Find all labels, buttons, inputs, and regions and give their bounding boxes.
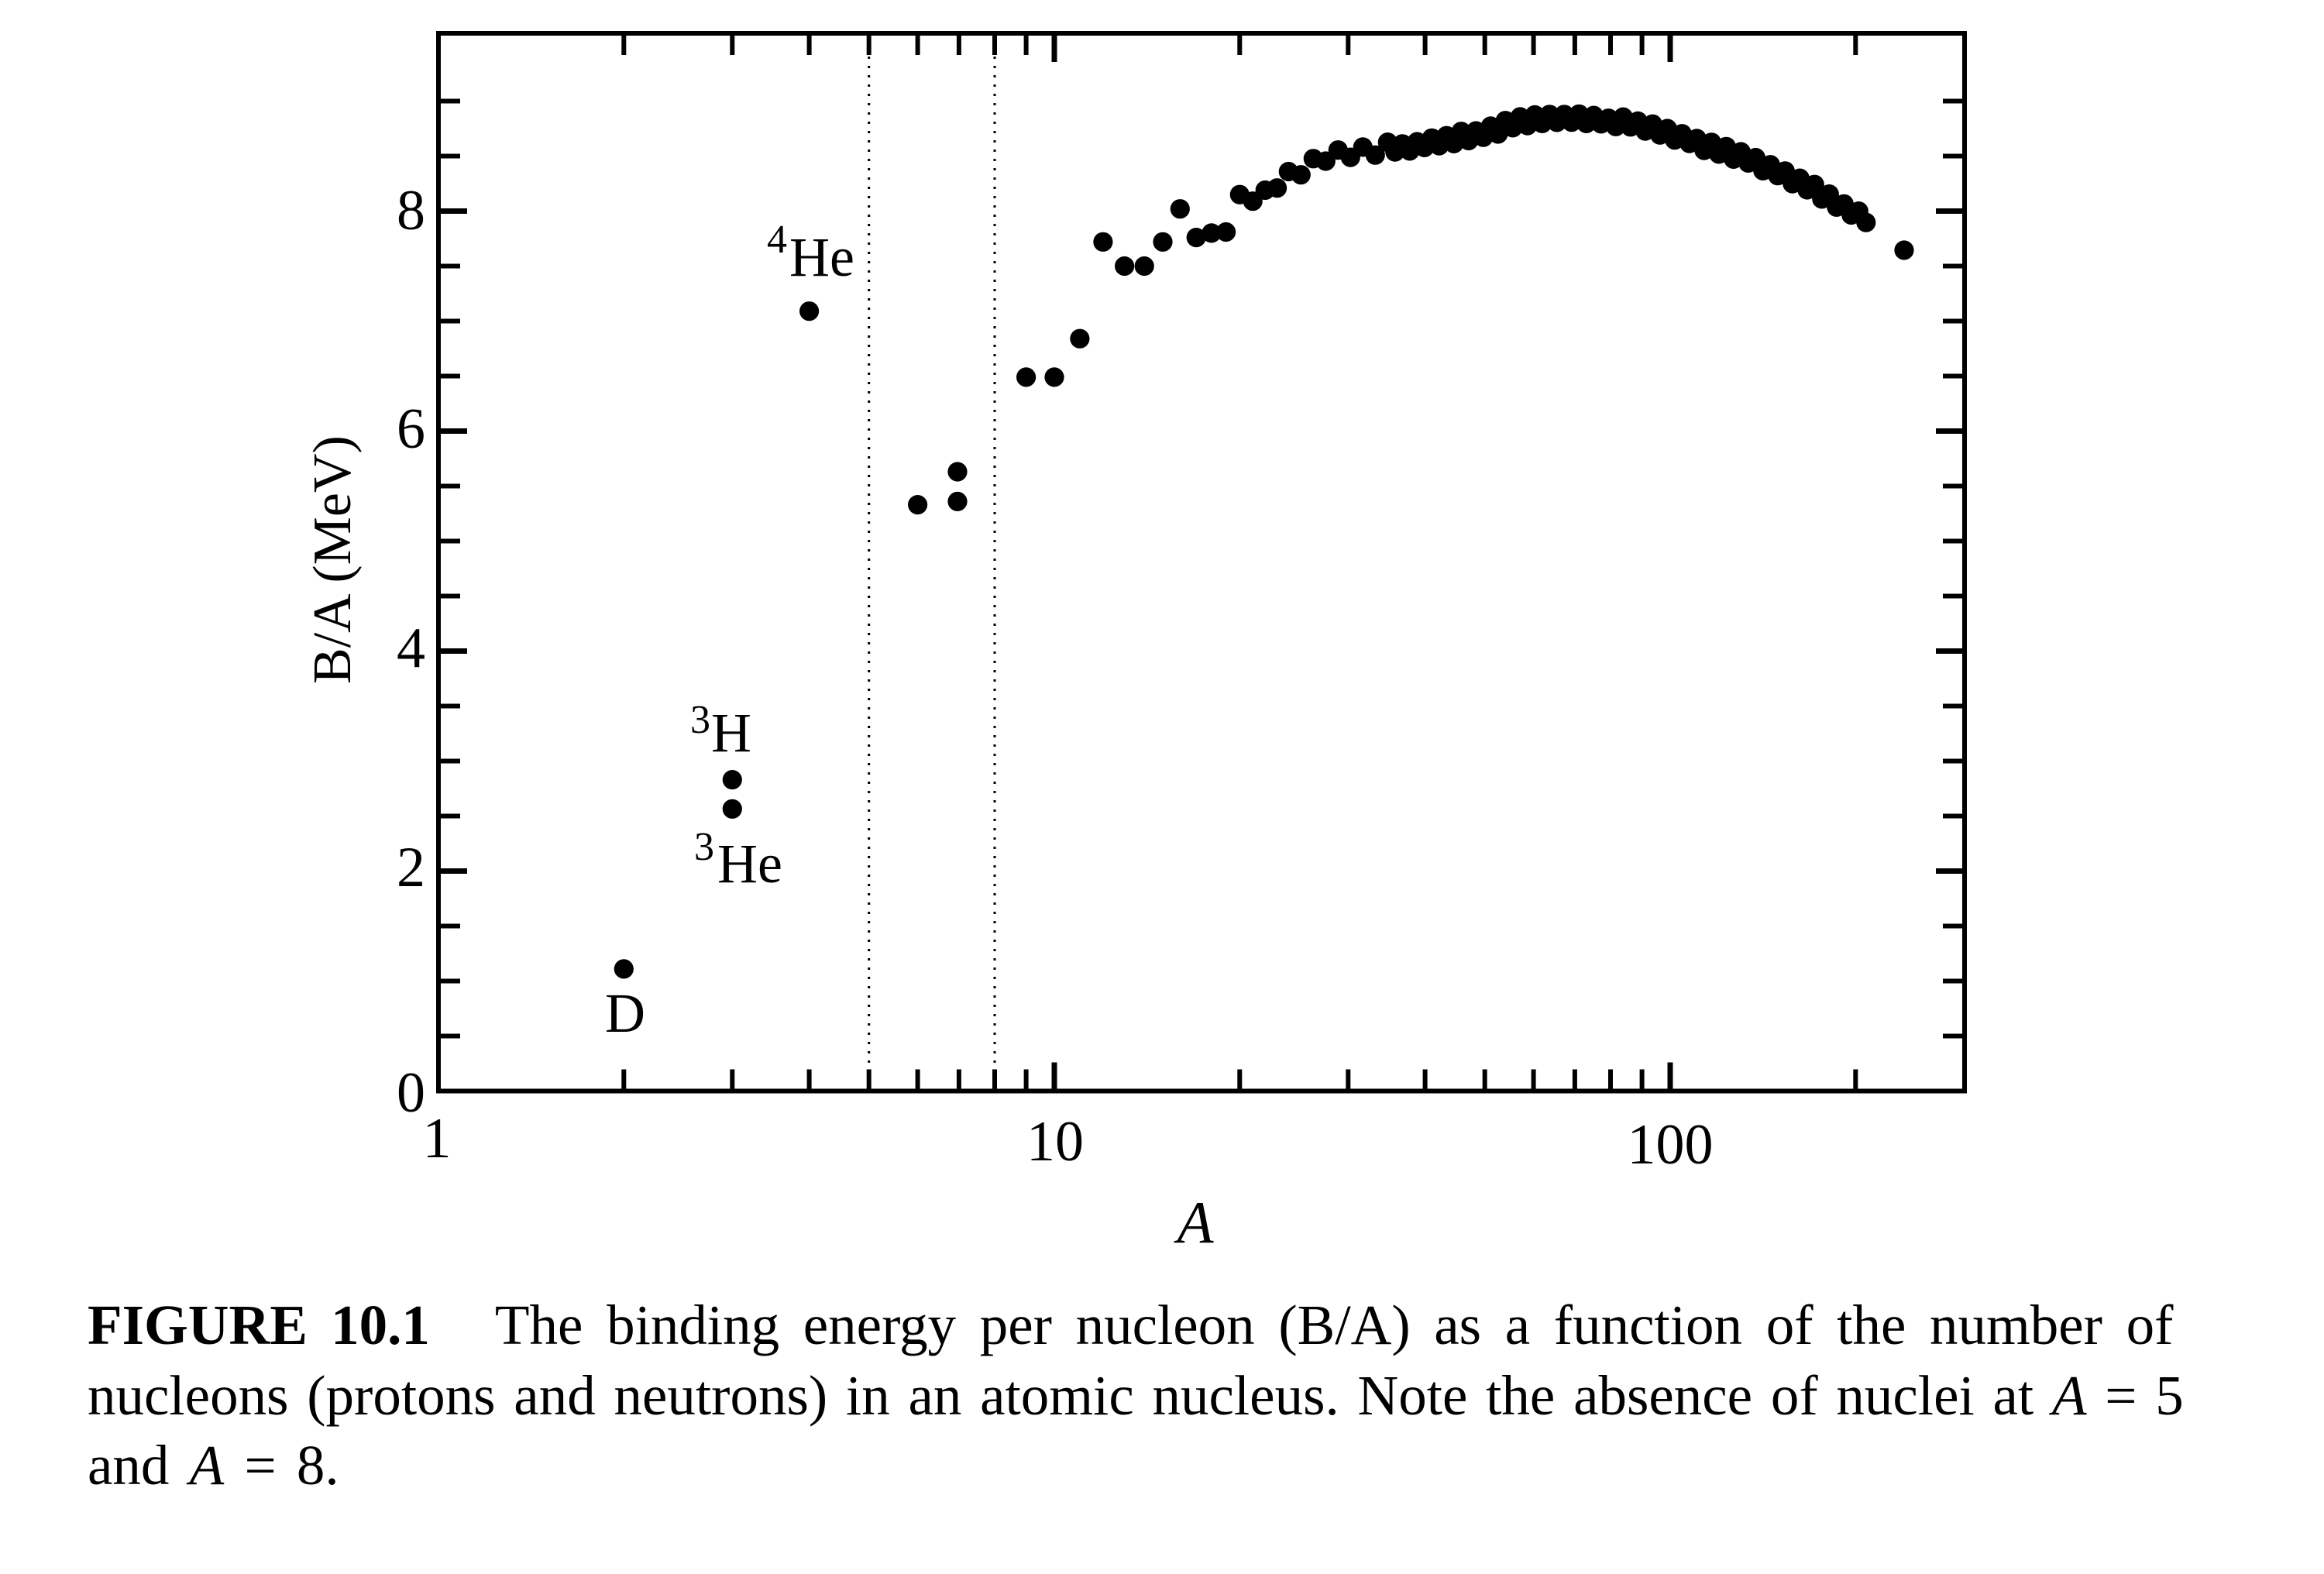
svg-text:H: H bbox=[711, 702, 751, 764]
svg-text:3: 3 bbox=[690, 698, 710, 742]
svg-text:He: He bbox=[717, 833, 782, 895]
svg-text:He: He bbox=[789, 226, 854, 288]
svg-text:4: 4 bbox=[767, 218, 787, 262]
svg-text:3: 3 bbox=[694, 825, 714, 869]
svg-text:10: 10 bbox=[1026, 1110, 1084, 1174]
svg-text:6: 6 bbox=[397, 397, 425, 461]
svg-text:1: 1 bbox=[423, 1107, 452, 1170]
svg-text:2: 2 bbox=[397, 836, 425, 899]
svg-text:4: 4 bbox=[397, 617, 425, 680]
svg-text:D: D bbox=[605, 982, 645, 1044]
svg-text:100: 100 bbox=[1628, 1113, 1714, 1177]
svg-text:0: 0 bbox=[397, 1061, 425, 1125]
svg-text:A: A bbox=[1173, 1189, 1214, 1256]
svg-text:B/A (MeV): B/A (MeV) bbox=[303, 435, 363, 684]
svg-text:8: 8 bbox=[397, 179, 425, 242]
